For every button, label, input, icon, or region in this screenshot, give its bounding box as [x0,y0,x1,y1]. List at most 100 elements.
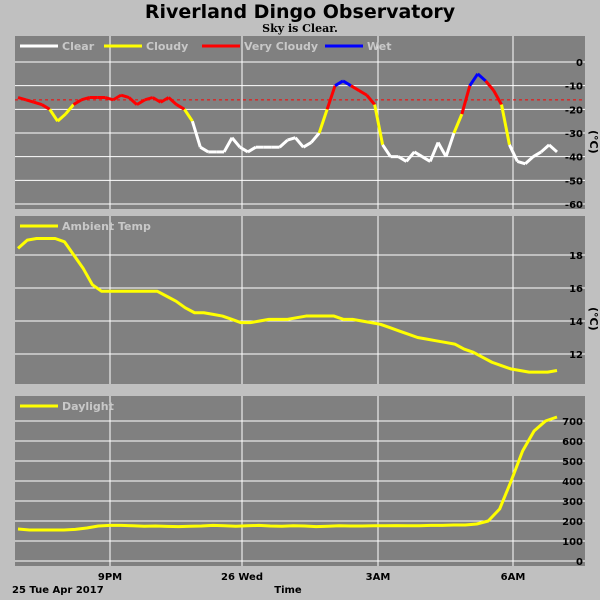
clear-segment [230,136,242,149]
y-tick-label: 100 [562,537,583,548]
daylight-y-ticks: 0 100 200 300 400 500 600 700 [562,417,583,568]
daylight-line [17,415,558,532]
wet-segment [342,79,352,87]
y-tick-label: -50 [565,176,583,187]
cloudy-segment [500,104,511,146]
y-tick-label: 0 [576,58,583,69]
sky-unit: (°C) [587,130,600,154]
very-cloudy-segment [460,85,472,115]
x-tick-label: 3AM [366,572,391,583]
very-cloudy-segment [17,96,27,102]
x-axis-label: Time [274,585,302,596]
very-cloudy-segment [120,93,130,99]
legend-label: Wet [367,40,391,53]
very-cloudy-segment [358,89,368,97]
page-title: Riverland Dingo Observatory [144,1,456,23]
legend-label: Clear [62,40,95,53]
clear-segment [436,141,448,158]
clear-segment [381,143,392,158]
y-tick-label: 14 [569,317,583,328]
cloudy-segment [56,112,67,123]
clear-segment [532,150,542,158]
clear-segment [199,145,210,154]
legend-label: Very Cloudy [244,40,318,53]
very-cloudy-segment [104,96,114,102]
y-tick-label: 500 [562,457,583,468]
very-cloudy-segment [136,98,146,106]
y-tick-label: -30 [565,129,583,140]
cloudy-segment [48,108,59,123]
very-cloudy-segment [365,94,376,106]
clear-segment [548,143,559,154]
cloudy-segment [64,103,75,116]
very-cloudy-segment [159,96,170,104]
very-cloudy-segment [72,98,83,106]
clear-segment [239,145,249,154]
clear-segment [287,136,296,142]
very-cloudy-segment [175,103,186,111]
clear-segment [421,155,431,163]
clear-segment [405,150,416,163]
very-cloudy-segment [492,89,503,106]
x-tick-label: 6AM [501,572,526,583]
cloudy-segment [373,104,385,146]
clear-segment [278,138,289,149]
y-tick-label: 600 [562,437,583,448]
x-tick-label: 26 Wed [221,572,263,583]
y-tick-label: -20 [565,105,583,116]
wet-segment [334,79,344,87]
clear-segment [540,143,551,154]
y-tick-label: 700 [562,417,583,428]
very-cloudy-segment [167,96,178,106]
very-cloudy-segment [41,103,51,111]
very-cloudy-segment [80,96,90,102]
y-tick-label: 300 [562,497,583,508]
y-tick-label: 0 [576,557,583,568]
clear-segment [516,159,526,166]
clear-segment [508,144,519,163]
sky-legend: Clear Cloudy Very Cloudy Wet [20,40,391,53]
daylight-grid [15,396,585,566]
y-tick-label: 200 [562,517,583,528]
very-cloudy-segment [33,100,43,107]
clear-segment [444,132,456,158]
cloudy-segment [317,108,329,134]
clear-segment [310,132,321,144]
clear-segment [222,137,234,153]
clear-segment [190,120,202,148]
ambient-unit: (°C) [587,307,600,331]
y-tick-label: -60 [565,200,583,211]
daylight-legend: Daylight [20,400,114,413]
ambient-grid [15,216,585,384]
very-cloudy-segment [144,96,154,102]
y-tick-label: 18 [569,251,583,262]
y-tick-label: 400 [562,477,583,488]
ambient-legend: Ambient Temp [20,220,151,233]
legend-label: Daylight [62,400,114,413]
date-label: 25 Tue Apr 2017 [12,585,104,596]
very-cloudy-segment [25,98,35,104]
very-cloudy-segment [112,93,122,102]
x-tick-label: 9PM [98,572,122,583]
ambient-panel [15,216,585,384]
ambient-y-ticks: 18 16 14 12 [569,251,583,361]
y-tick-label: 16 [569,284,583,295]
cloudy-segment [183,108,194,123]
very-cloudy-segment [350,84,360,92]
very-cloudy-segment [151,96,162,104]
clear-segment [524,155,535,165]
daylight-series [17,415,558,532]
ambient-temp-line [17,237,558,374]
very-cloudy-segment [484,79,495,92]
wet-segment [476,72,487,83]
very-cloudy-segment [325,85,337,110]
ambient-series [17,237,558,374]
clear-segment [397,155,408,163]
wet-segment [468,72,479,87]
sky-grid [15,36,585,209]
legend-label: Ambient Temp [62,220,151,233]
very-cloudy-segment [127,96,138,106]
x-axis-ticks: 9PM 26 Wed 3AM 6AM [98,572,525,583]
clear-segment [428,141,440,162]
